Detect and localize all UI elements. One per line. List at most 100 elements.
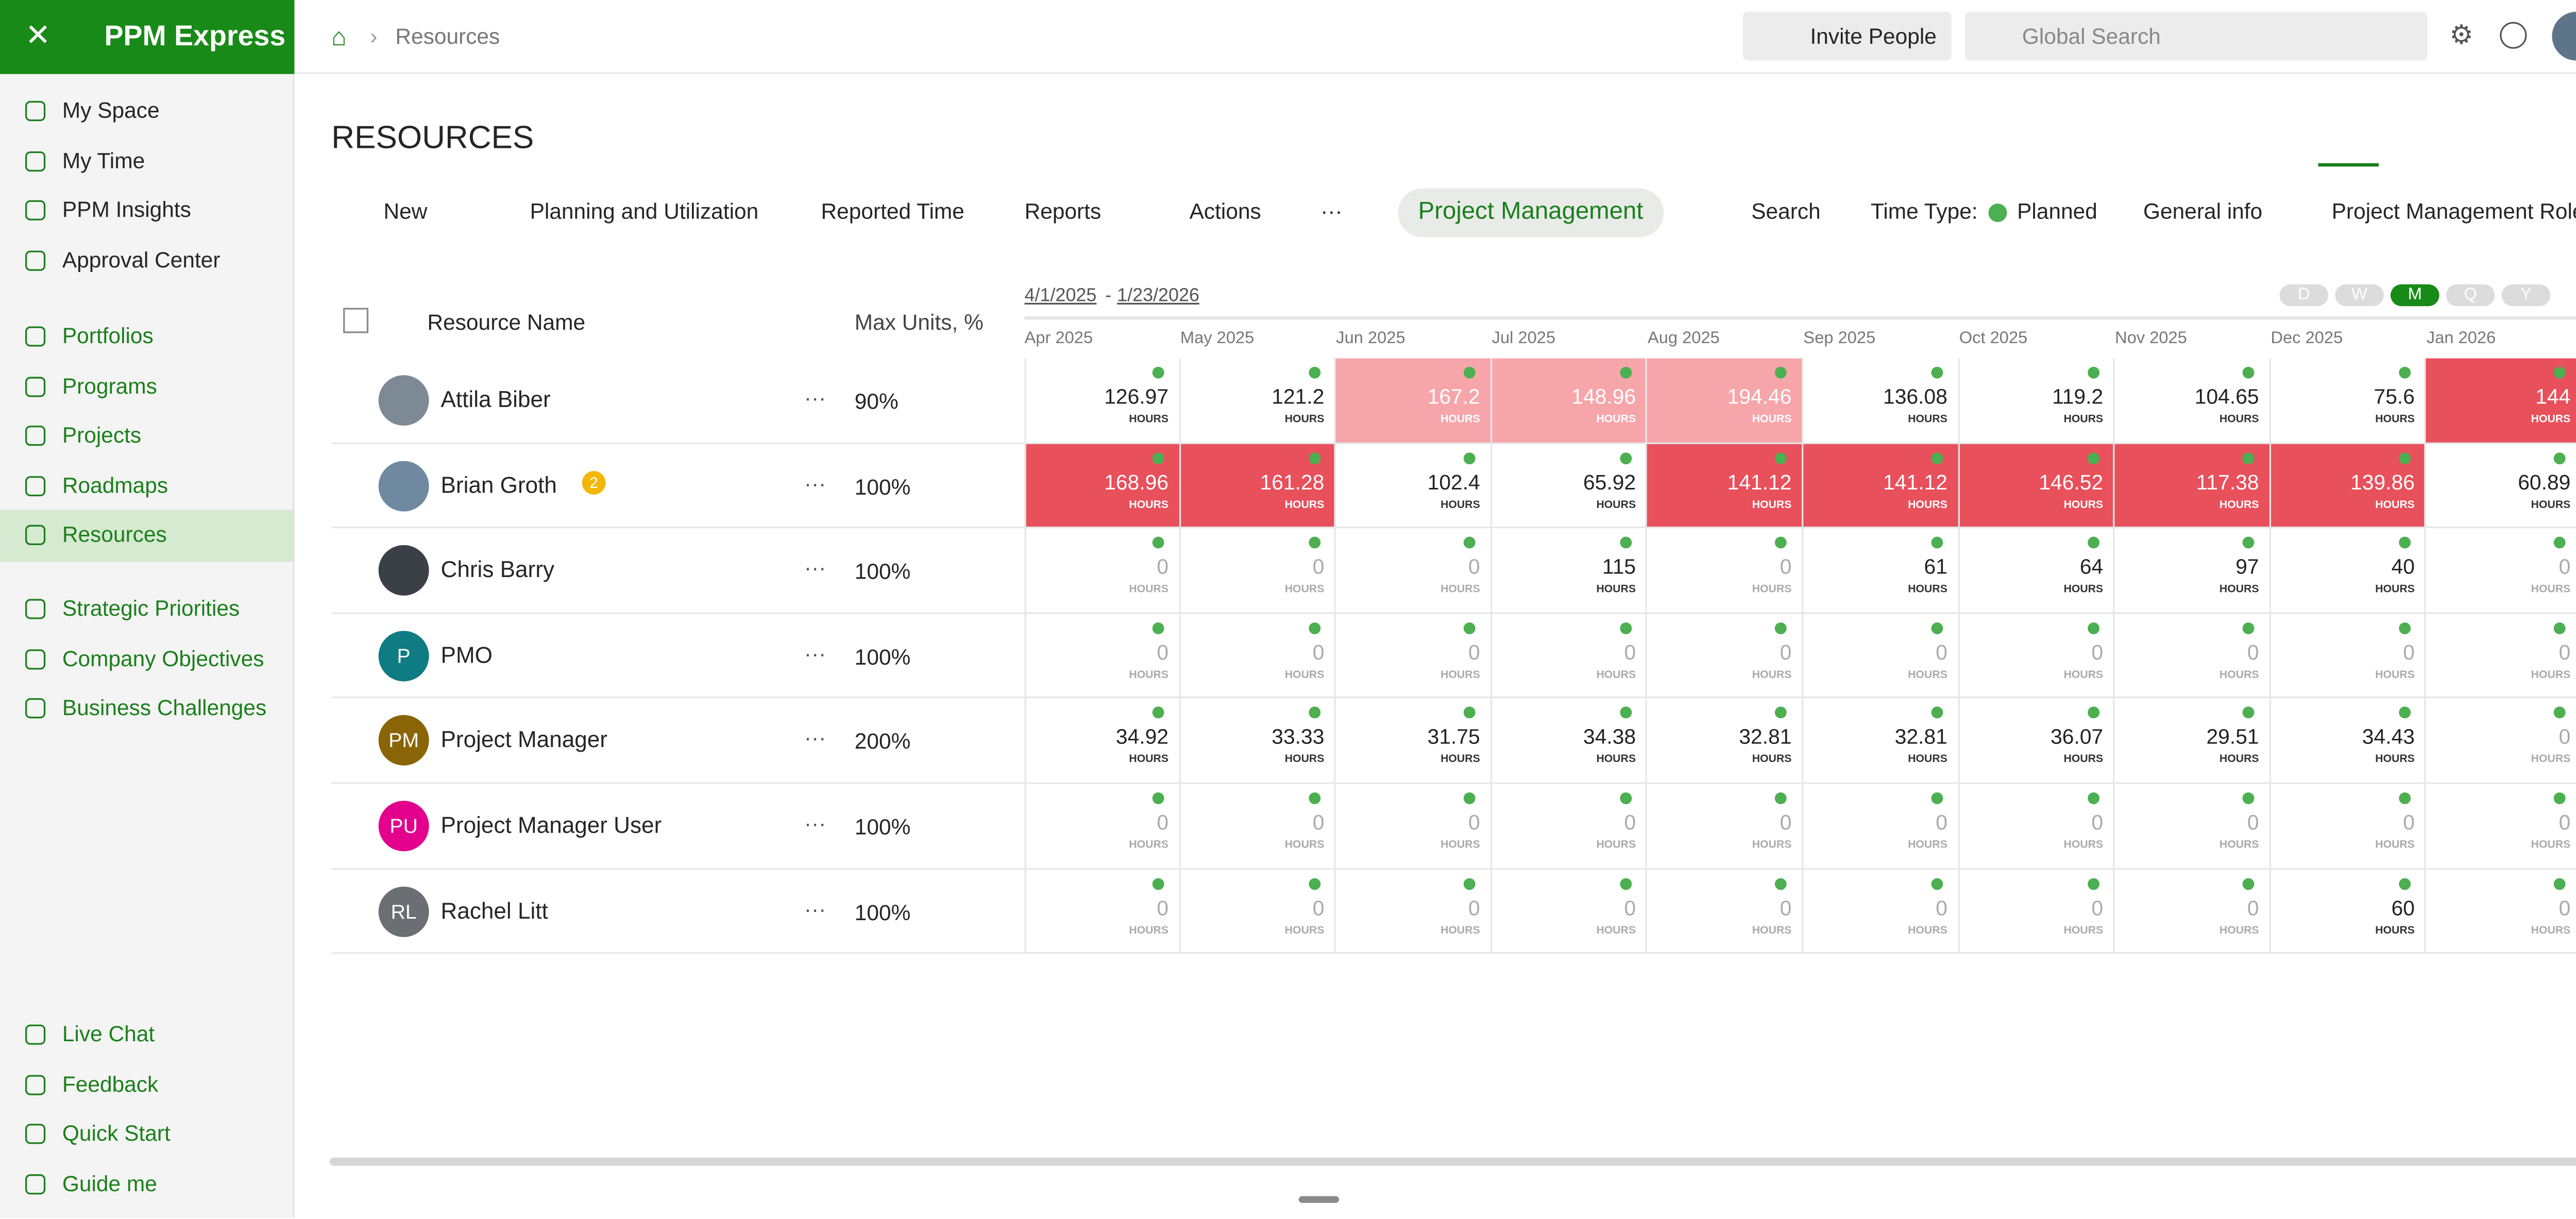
row-avatar <box>378 375 429 426</box>
row-menu[interactable]: ··· <box>804 470 826 496</box>
row-menu[interactable]: ··· <box>804 896 826 922</box>
cell-unit: HOURS <box>1596 669 1636 681</box>
search-placeholder: Global Search <box>2022 23 2161 49</box>
cell-unit: HOURS <box>2063 414 2104 426</box>
cell-unit: HOURS <box>2375 754 2415 766</box>
row-name[interactable]: Attila Biber <box>440 387 551 413</box>
nav-item[interactable]: Roadmaps <box>62 471 168 497</box>
cell-unit: HOURS <box>1284 414 1325 426</box>
cell-unit: HOURS <box>1752 754 1792 766</box>
status-dot <box>2554 452 2566 464</box>
toolbar-filter[interactable]: Project Management Role <box>2331 198 2576 224</box>
date-from[interactable]: 4/1/2025 <box>1024 286 1097 307</box>
month-label: Jun 2025 <box>1336 330 1405 348</box>
home-icon[interactable]: ⌂ <box>331 23 347 53</box>
cell-unit: HOURS <box>1752 414 1792 426</box>
nav-item[interactable]: Feedback <box>62 1071 159 1096</box>
cell[interactable] <box>1024 869 1180 955</box>
toolbar-more[interactable]: ··· <box>1320 198 1343 224</box>
nav-item[interactable]: Portfolios <box>62 323 154 348</box>
scale-button[interactable]: M <box>2391 284 2439 307</box>
scale-button[interactable]: W <box>2335 284 2384 307</box>
help-icon[interactable] <box>2500 22 2527 49</box>
cell-value: 61 <box>1924 555 1947 579</box>
row-menu[interactable]: ··· <box>804 640 826 666</box>
toolbar-time-type-label[interactable]: Time Type: <box>1871 198 1978 224</box>
nav-item[interactable]: Guide me <box>62 1170 157 1196</box>
row-menu[interactable]: ··· <box>804 385 826 411</box>
toolbar-planning[interactable]: Planning and Utilization <box>530 198 759 224</box>
status-dot <box>1464 792 1476 804</box>
cell-value: 0 <box>2558 555 2571 579</box>
toolbar-new[interactable]: New <box>383 198 428 224</box>
cell[interactable] <box>2426 528 2576 614</box>
cell[interactable] <box>2426 614 2576 699</box>
row-name[interactable]: Brian Groth <box>440 472 557 498</box>
scale-button[interactable]: Y <box>2501 284 2551 307</box>
nav-item[interactable]: Approval Center <box>62 246 221 272</box>
settings-icon[interactable]: ⚙ <box>2449 22 2474 50</box>
toolbar-reports[interactable]: Reports <box>1024 198 1101 224</box>
cell[interactable] <box>2426 699 2576 784</box>
cell[interactable] <box>1492 699 1648 784</box>
nav-item[interactable]: Quick Start <box>62 1120 171 1146</box>
invite-button[interactable]: Invite People <box>1742 11 1952 61</box>
view-pill[interactable] <box>1398 188 1664 238</box>
scrollbar[interactable] <box>330 1157 2576 1166</box>
global-search[interactable]: Global Search <box>1964 11 2428 61</box>
breadcrumb[interactable]: Resources <box>395 23 500 49</box>
nav-item[interactable]: Live Chat <box>62 1021 155 1047</box>
month-label: Aug 2025 <box>1648 330 1720 348</box>
scale-button[interactable]: D <box>2279 284 2329 307</box>
status-dot <box>1308 877 1320 890</box>
status-dot <box>2087 452 2099 464</box>
status-dot <box>1308 452 1320 464</box>
nav-item[interactable]: Projects <box>62 422 142 448</box>
user-avatar[interactable] <box>2552 11 2576 61</box>
resize-handle[interactable] <box>1298 1196 1340 1203</box>
status-dot <box>2554 537 2566 549</box>
view-label[interactable]: Project Management <box>1418 198 1643 226</box>
row-name[interactable]: Project Manager User <box>440 812 662 838</box>
row-name[interactable]: PMO <box>440 642 493 668</box>
cell[interactable] <box>2426 358 2576 444</box>
nav-item[interactable]: Programs <box>62 373 157 398</box>
cell[interactable] <box>2426 784 2576 869</box>
close-button[interactable]: ✕ <box>25 18 51 53</box>
cell[interactable] <box>2426 443 2576 529</box>
row-menu[interactable]: ··· <box>804 555 826 581</box>
row-menu[interactable]: ··· <box>804 810 826 836</box>
cell-value: 0 <box>1780 640 1792 665</box>
nav-item[interactable]: Strategic Priorities <box>62 595 240 621</box>
nav-item[interactable]: Company Objectives <box>62 645 264 671</box>
cell[interactable] <box>1180 614 1336 699</box>
status-dot <box>1308 622 1320 634</box>
status-dot <box>1775 366 1788 379</box>
toolbar-reported[interactable]: Reported Time <box>821 198 964 224</box>
cell[interactable] <box>1648 614 1804 699</box>
month-label: Jul 2025 <box>1492 330 1556 348</box>
nav-item[interactable]: My Time <box>62 147 145 173</box>
cell[interactable] <box>2426 869 2576 955</box>
toolbar-actions[interactable]: Actions <box>1189 198 1261 224</box>
row-name[interactable]: Rachel Litt <box>440 898 548 923</box>
nav-item[interactable]: My Space <box>62 97 160 123</box>
cell-value: 0 <box>1312 640 1325 665</box>
cell-unit: HOURS <box>2063 669 2104 681</box>
cell-unit: HOURS <box>2531 414 2571 426</box>
nav-item[interactable]: Business Challenges <box>62 695 267 720</box>
row-menu[interactable]: ··· <box>804 725 826 751</box>
scale-button[interactable]: Q <box>2446 284 2495 307</box>
month-label: Apr 2025 <box>1024 330 1093 348</box>
cell-unit: HOURS <box>2531 754 2571 766</box>
row-name[interactable]: Chris Barry <box>440 557 554 583</box>
status-dot <box>1775 707 1788 719</box>
toolbar-search[interactable]: Search <box>1751 198 1821 224</box>
nav-item[interactable]: PPM Insights <box>62 197 191 223</box>
nav-item[interactable]: Resources <box>62 521 167 547</box>
date-to[interactable]: 1/23/2026 <box>1117 286 1199 307</box>
row-name[interactable]: Project Manager <box>440 727 607 753</box>
toolbar-general[interactable]: General info <box>2143 198 2263 224</box>
toolbar-time-type[interactable]: Planned <box>2017 198 2097 224</box>
cell-value: 0 <box>2558 896 2571 920</box>
